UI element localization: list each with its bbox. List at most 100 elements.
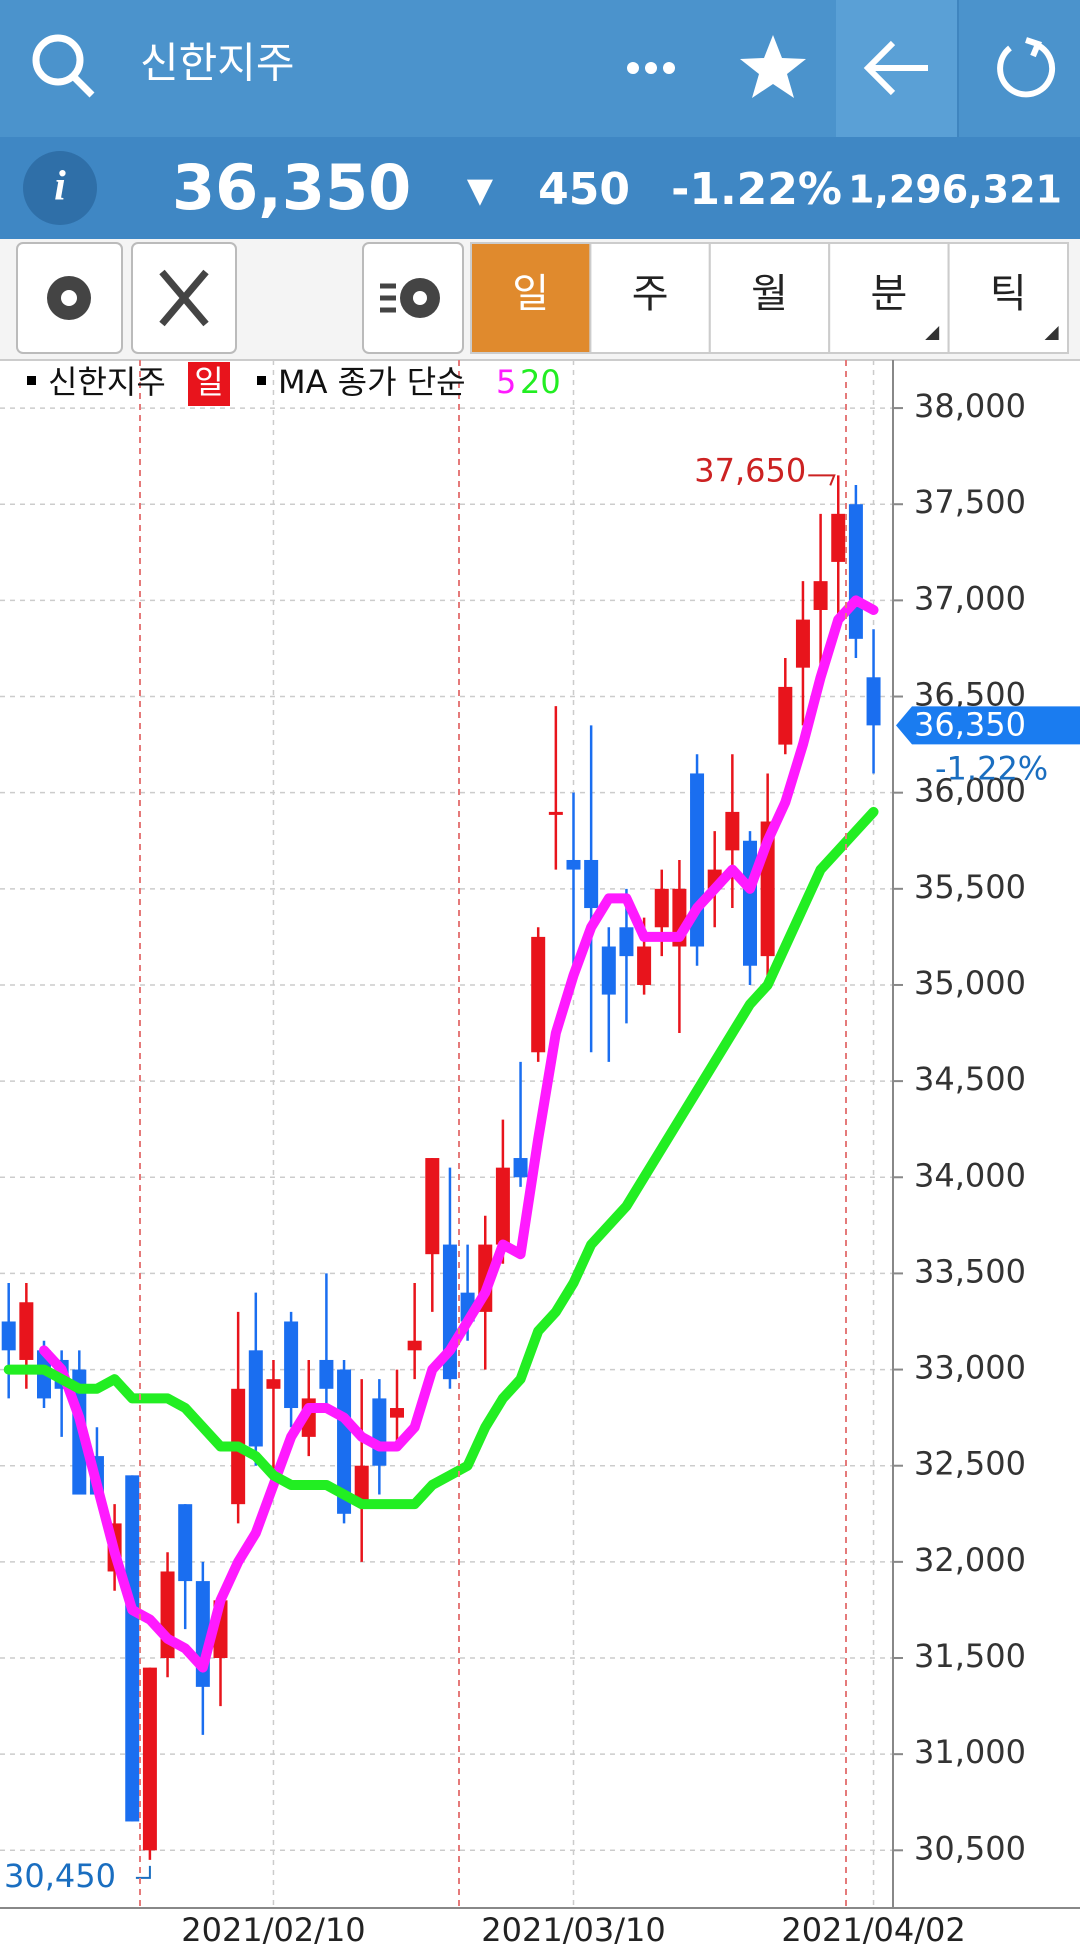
star-icon[interactable] bbox=[740, 35, 806, 98]
y-tick-label: 34,000 bbox=[914, 1156, 1026, 1194]
tab-label: 분 bbox=[870, 271, 907, 317]
legend-ma: MA 종가 단순 bbox=[278, 363, 466, 401]
tab[interactable] bbox=[470, 242, 592, 354]
y-tick-label: 32,000 bbox=[914, 1541, 1026, 1579]
refresh-icon[interactable] bbox=[997, 37, 1056, 98]
legend-bullet bbox=[257, 376, 266, 385]
candle-body bbox=[390, 1408, 404, 1418]
y-tick-label: 37,000 bbox=[914, 579, 1026, 617]
max-label: 37,650 bbox=[694, 451, 806, 489]
legend: 신한지주 일 MA 종가 단순 5 20 bbox=[27, 362, 561, 406]
chart: 30,500 31,000 31,500 32,000 32,500 33,000 33,5… bbox=[0, 360, 1080, 1948]
x-tick-label: 2021/04/02 bbox=[781, 1911, 965, 1948]
y-tick-label: 32,500 bbox=[914, 1445, 1026, 1483]
y-tick-label: 31,500 bbox=[914, 1637, 1026, 1675]
candle-body bbox=[372, 1398, 387, 1466]
candle-body bbox=[142, 1667, 157, 1851]
volume: 1,296,321 bbox=[848, 168, 1062, 212]
y-tick-label: 35,000 bbox=[914, 964, 1026, 1002]
y-tick-label: 35,500 bbox=[914, 868, 1026, 906]
month-separators bbox=[139, 360, 847, 1908]
candle-body bbox=[425, 1158, 440, 1255]
candle-body bbox=[1, 1321, 16, 1351]
y-tick-label: 36,000 bbox=[914, 772, 1026, 810]
candle-body bbox=[407, 1340, 422, 1351]
ma-line bbox=[39, 595, 879, 1673]
info-button[interactable] bbox=[23, 151, 97, 225]
y-tick-label: 37,500 bbox=[914, 483, 1026, 521]
tab-label: 일 bbox=[512, 271, 549, 317]
legend-stock: 신한지주 bbox=[48, 363, 166, 401]
tab-label: 틱 bbox=[990, 271, 1027, 317]
tab-label: 주 bbox=[632, 271, 669, 317]
change: 450 bbox=[538, 164, 630, 215]
legend-ma5: 5 bbox=[496, 363, 516, 401]
candle-body bbox=[813, 581, 828, 610]
legend-ma20: 20 bbox=[520, 363, 561, 401]
candle-body bbox=[866, 677, 881, 726]
candle-body bbox=[778, 686, 793, 745]
y-tick-label: 34,500 bbox=[914, 1060, 1026, 1098]
tab-corner bbox=[925, 326, 940, 340]
candle-body bbox=[248, 1350, 263, 1447]
indicator-icon bbox=[380, 278, 440, 318]
candle-body bbox=[495, 1167, 510, 1245]
y-tick-label: 31,000 bbox=[914, 1733, 1026, 1771]
x-tick-label: 2021/03/10 bbox=[481, 1911, 665, 1948]
ma-line bbox=[3, 806, 879, 1510]
tab[interactable] bbox=[589, 242, 711, 354]
tab[interactable] bbox=[828, 242, 950, 354]
y-tick-label: 33,500 bbox=[914, 1252, 1026, 1290]
y-tick-label: 30,500 bbox=[914, 1829, 1026, 1867]
candle-body bbox=[266, 1379, 281, 1389]
candle-body bbox=[654, 888, 669, 928]
y-tick-label: 33,000 bbox=[914, 1349, 1026, 1387]
change-pct: -1.22% bbox=[671, 164, 842, 215]
stock-title: 신한지주 bbox=[140, 39, 295, 88]
candle-body bbox=[531, 936, 546, 1053]
gear-icon bbox=[47, 276, 91, 320]
tab-label: 월 bbox=[751, 271, 788, 317]
candle-body bbox=[619, 927, 634, 957]
candle-body bbox=[548, 811, 563, 815]
candle-body bbox=[637, 946, 652, 985]
search-icon[interactable] bbox=[32, 34, 95, 98]
legend-bullet bbox=[27, 376, 36, 385]
current-price-tag bbox=[896, 706, 1080, 745]
info-icon: i bbox=[54, 164, 66, 210]
tab[interactable] bbox=[708, 242, 831, 354]
down-arrow: ▼ bbox=[467, 171, 494, 211]
current-price-label: 36,350 bbox=[914, 705, 1026, 743]
tab[interactable] bbox=[947, 242, 1069, 354]
candle-body bbox=[584, 859, 599, 909]
candle-body bbox=[795, 619, 810, 668]
candle-body bbox=[848, 504, 863, 639]
candle-body bbox=[125, 1475, 140, 1822]
back-icon[interactable] bbox=[863, 40, 928, 96]
candle-body bbox=[513, 1158, 528, 1178]
x-tick-label: 2021/02/10 bbox=[181, 1911, 365, 1948]
min-label: 30,450 bbox=[4, 1857, 116, 1895]
candle-body bbox=[743, 840, 757, 966]
current-change-label: -1.22% bbox=[935, 749, 1048, 787]
max-pointer bbox=[808, 474, 836, 486]
min-pointer bbox=[135, 1865, 151, 1879]
candle-body bbox=[319, 1359, 334, 1389]
period-badge bbox=[188, 362, 230, 406]
y-tick-label: 38,000 bbox=[914, 387, 1026, 425]
candle-body bbox=[178, 1504, 193, 1582]
candle-body bbox=[725, 811, 740, 851]
candle-body bbox=[19, 1302, 34, 1360]
candle-body bbox=[284, 1321, 299, 1409]
tab-corner bbox=[1044, 326, 1059, 340]
tools-icon bbox=[159, 269, 209, 327]
candle-body bbox=[566, 859, 581, 870]
price-bar bbox=[0, 137, 1080, 239]
candle-body bbox=[831, 513, 846, 562]
more-icon[interactable] bbox=[627, 62, 675, 74]
candle-body bbox=[354, 1465, 369, 1505]
candle-body bbox=[337, 1369, 352, 1514]
